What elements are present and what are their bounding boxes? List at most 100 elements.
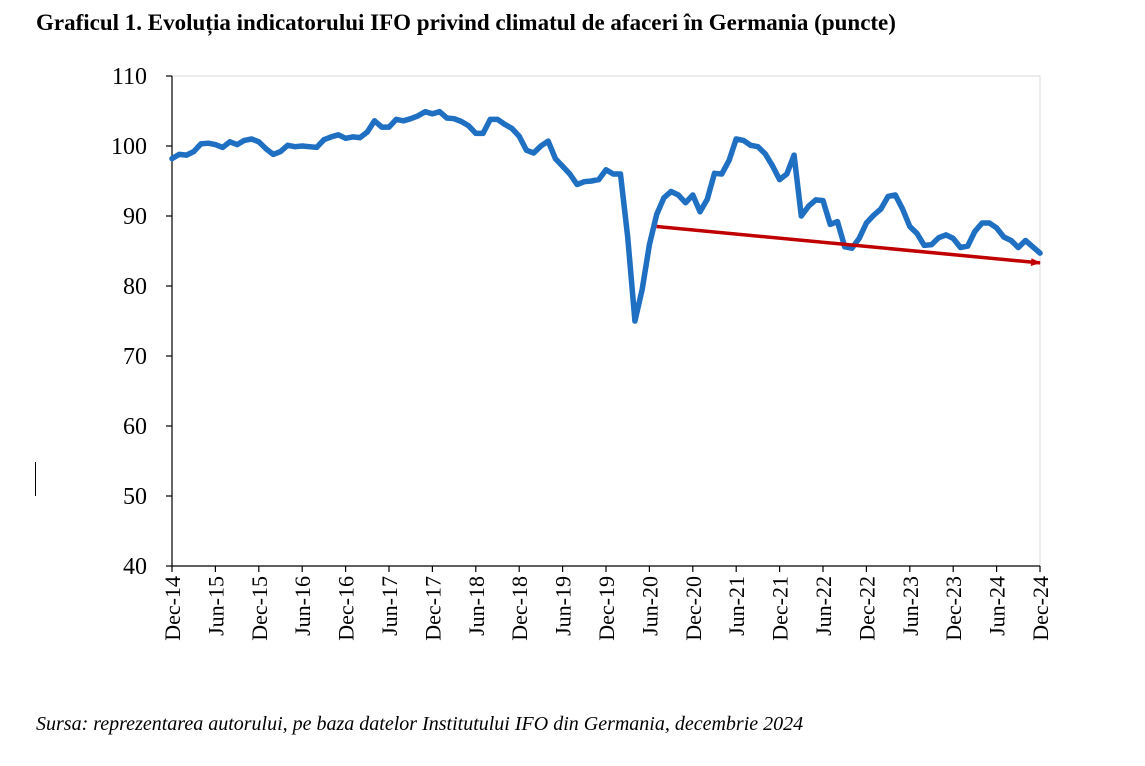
data-point <box>994 225 1000 231</box>
data-point <box>567 171 573 177</box>
y-axis: 40 50 60 70 80 90 100 110 <box>111 64 173 580</box>
x-tick-label: Jun-20 <box>637 576 662 636</box>
data-point <box>458 118 464 125</box>
data-point <box>299 143 305 149</box>
data-point <box>921 242 927 248</box>
data-point <box>856 235 862 241</box>
chart-title: Graficul 1. Evoluția indicatorului IFO p… <box>36 10 896 35</box>
data-point <box>596 177 602 183</box>
data-point <box>784 171 790 177</box>
data-point <box>220 144 226 150</box>
data-point <box>639 286 645 293</box>
data-point <box>502 121 508 127</box>
data-point <box>277 149 284 155</box>
data-point <box>198 141 204 147</box>
data-point <box>473 130 479 136</box>
data-point <box>979 220 985 226</box>
data-point <box>936 235 942 241</box>
data-point <box>1001 234 1007 240</box>
data-point <box>675 192 681 198</box>
data-point <box>581 179 587 185</box>
x-tick-label: Jun-16 <box>290 576 315 636</box>
data-point <box>682 200 689 206</box>
annotation-layer <box>656 224 1041 267</box>
data-point <box>928 242 935 248</box>
x-tick-label: Dec-19 <box>594 576 619 641</box>
text-cursor <box>35 462 36 496</box>
data-point <box>588 178 595 184</box>
data-point <box>248 136 255 142</box>
data-point <box>827 221 833 227</box>
data-point <box>386 124 392 130</box>
data-point <box>1030 244 1036 250</box>
data-point <box>393 116 399 122</box>
y-tick-label: 40 <box>123 554 147 580</box>
data-point <box>285 142 291 148</box>
x-tick-label: Jun-21 <box>724 576 749 636</box>
x-tick-label: Dec-20 <box>681 576 706 641</box>
x-tick-label: Dec-14 <box>160 576 185 641</box>
data-point <box>820 198 826 204</box>
data-point <box>234 142 240 148</box>
data-point <box>408 116 414 122</box>
x-tick-label: Dec-16 <box>334 576 359 641</box>
data-point <box>740 137 747 143</box>
data-point <box>343 135 349 141</box>
data-point <box>878 206 884 212</box>
data-point <box>711 170 718 176</box>
x-tick-label: Jun-24 <box>985 576 1010 636</box>
data-point <box>965 243 971 249</box>
data-point <box>371 118 378 124</box>
x-tick-label: Jun-18 <box>464 576 489 636</box>
data-point <box>791 152 797 158</box>
data-point <box>1008 237 1014 244</box>
data-point <box>777 177 783 183</box>
x-tick-label: Dec-21 <box>768 576 793 641</box>
data-point <box>943 232 949 238</box>
data-point <box>834 219 841 225</box>
data-point <box>256 139 262 145</box>
data-point <box>719 171 725 177</box>
data-point <box>907 223 913 230</box>
data-point <box>972 228 978 234</box>
trend-arrow <box>656 224 1041 267</box>
series-layer <box>169 108 1043 324</box>
y-tick-label: 50 <box>123 484 147 510</box>
data-point <box>914 230 920 237</box>
data-point <box>661 195 667 201</box>
data-point <box>400 118 407 124</box>
data-point <box>270 151 276 157</box>
data-point <box>422 109 428 115</box>
data-point <box>625 234 631 240</box>
data-point <box>697 209 703 215</box>
x-tick-label: Jun-22 <box>811 576 836 636</box>
data-point <box>205 140 211 146</box>
data-point <box>1037 250 1043 256</box>
data-point <box>415 113 421 119</box>
x-tick-label: Dec-17 <box>420 576 445 641</box>
data-point <box>871 212 877 218</box>
data-point <box>212 142 218 148</box>
data-point <box>176 151 182 157</box>
y-tick-label: 70 <box>123 344 147 370</box>
data-point <box>321 137 327 143</box>
data-point <box>516 133 522 139</box>
data-point <box>364 129 370 135</box>
data-point <box>379 124 385 130</box>
line-chart: 40 50 60 70 80 90 100 110 Dec-14 Jun-15 Dec-15 Jun… <box>111 64 1053 641</box>
x-tick-label: Jun-23 <box>898 576 923 636</box>
x-tick-label: Jun-17 <box>377 576 402 636</box>
x-tick-label: Dec-15 <box>247 576 272 641</box>
data-point <box>183 152 190 158</box>
y-tick-label: 100 <box>111 134 147 160</box>
data-point <box>733 136 739 142</box>
source-note: Sursa: reprezentarea autorului, pe baza … <box>36 713 804 735</box>
data-point <box>306 144 313 150</box>
data-point <box>805 203 812 209</box>
data-point <box>863 220 870 226</box>
y-tick-label: 90 <box>123 204 147 230</box>
data-point <box>357 135 363 141</box>
data-point <box>523 147 530 153</box>
data-point <box>574 181 580 188</box>
data-point <box>755 144 761 150</box>
